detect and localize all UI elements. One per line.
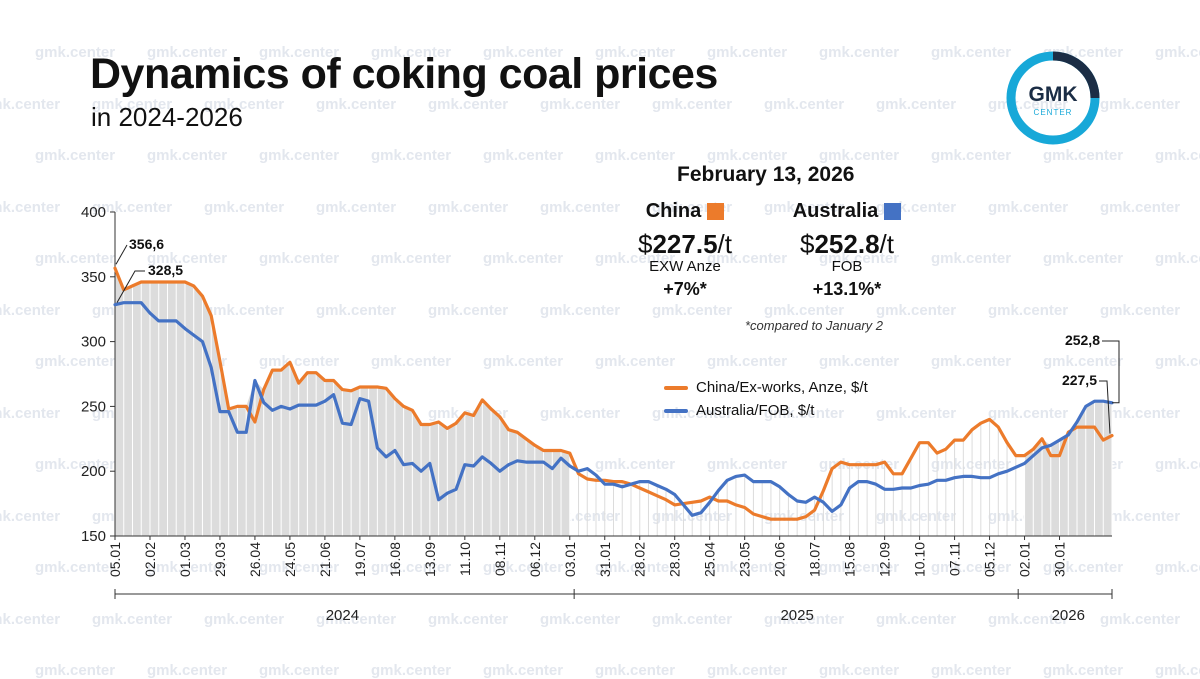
y-tick-label: 300	[81, 334, 106, 351]
x-tick-label: 26.04	[247, 542, 263, 577]
summary-australia-basis: FOB	[831, 258, 863, 275]
summary-china-change: +7%*	[663, 279, 707, 299]
callout-label: 328,5	[148, 262, 183, 278]
callout-label: 356,6	[129, 236, 164, 252]
summary-australia-price: $252.8/t	[800, 229, 894, 259]
x-tick-label: 06.12	[527, 542, 543, 577]
legend-item-australia: Australia/FOB, $/t	[664, 399, 868, 422]
x-tick-label: 19.07	[352, 542, 368, 577]
callout-leader-line	[1102, 340, 1120, 404]
callout-leader-line	[116, 270, 145, 303]
summary-china: China $227.5/t EXW Anze +7%*	[600, 200, 770, 300]
callout-label: 252,8	[1065, 332, 1100, 348]
summary-australia: Australia $252.8/t FOB +13.1%*	[762, 200, 932, 300]
x-tick-label: 31.01	[597, 542, 613, 577]
legend-australia-label: Australia/FOB, $/t	[696, 402, 815, 419]
legend-australia-line-icon	[664, 408, 688, 413]
x-tick-label: 30.01	[1052, 542, 1068, 577]
y-tick-label: 250	[81, 398, 106, 415]
x-tick-label: 07.11	[947, 542, 963, 576]
australia-price-line	[113, 301, 1114, 517]
x-tick-label: 12.09	[877, 542, 893, 577]
x-tick-label: 21.06	[317, 542, 333, 577]
x-tick-label: 05.12	[982, 542, 998, 577]
australia-color-square-icon	[884, 203, 902, 220]
summary-australia-change: +13.1%*	[812, 279, 882, 299]
x-tick-label: 05.01	[107, 542, 123, 577]
logo-text-main: GMK	[1029, 83, 1078, 106]
callout-leader-line	[115, 244, 128, 265]
y-tick-label: 400	[81, 204, 106, 221]
x-tick-label: 29.03	[212, 542, 228, 577]
legend-china-label: China/Ex-works, Anze, $/t	[696, 379, 868, 396]
x-tick-label: 08.11	[492, 542, 508, 576]
x-tick-label: 03.01	[562, 542, 578, 577]
chart-legend: China/Ex-works, Anze, $/t Australia/FOB,…	[664, 376, 868, 422]
x-tick-label: 15.08	[842, 542, 858, 577]
page-title: Dynamics of coking coal prices	[90, 50, 718, 98]
x-tick-label: 25.04	[702, 542, 718, 577]
x-tick-label: 11.10	[457, 542, 473, 576]
legend-china-line-icon	[664, 385, 688, 390]
summary-china-basis: EXW Anze	[649, 258, 721, 275]
summary-china-price: $227.5/t	[638, 229, 732, 259]
china-color-square-icon	[707, 203, 725, 220]
callout-leader-line	[1099, 380, 1111, 434]
page-subtitle: in 2024-2026	[91, 102, 243, 132]
y-tick-label: 150	[81, 528, 106, 545]
x-tick-label: 01.03	[177, 542, 193, 577]
x-tick-label: 18.07	[807, 542, 823, 577]
x-tick-label: 02.02	[142, 542, 158, 577]
x-tick-label: 13.09	[422, 542, 438, 577]
year-label: 2025	[780, 607, 813, 624]
china-price-line	[113, 266, 1114, 521]
logo-text-sub: CENTER	[1034, 108, 1073, 117]
callout-label: 227,5	[1062, 372, 1097, 388]
y-tick-label: 350	[81, 269, 106, 286]
x-tick-label: 02.01	[1017, 542, 1033, 577]
year-label: 2026	[1052, 607, 1085, 624]
x-tick-label: 16.08	[387, 542, 403, 577]
legend-item-china: China/Ex-works, Anze, $/t	[664, 376, 868, 399]
x-tick-label: 23.05	[737, 542, 753, 577]
gmk-center-logo: GMK CENTER	[1006, 51, 1100, 145]
summary-footnote: *compared to January 2	[745, 318, 884, 333]
summary-australia-label: Australia	[792, 200, 879, 222]
x-tick-label: 20.06	[772, 542, 788, 577]
x-tick-label: 28.03	[667, 542, 683, 577]
x-tick-label: 28.02	[632, 542, 648, 577]
x-tick-label: 10.10	[912, 542, 928, 577]
y-tick-label: 200	[81, 463, 106, 480]
year-label: 2024	[326, 607, 359, 624]
summary-china-label: China	[645, 200, 702, 222]
summary-date: February 13, 2026	[677, 163, 855, 186]
x-tick-label: 24.05	[282, 542, 298, 577]
